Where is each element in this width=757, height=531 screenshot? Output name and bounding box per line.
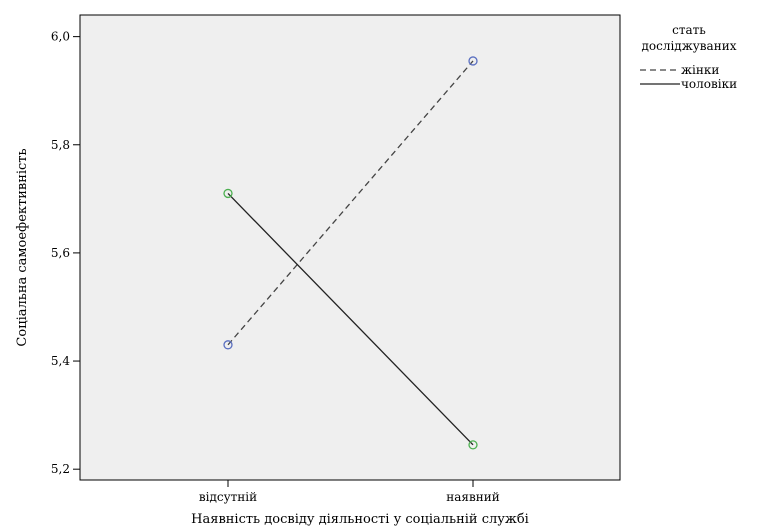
series-layer — [223, 56, 478, 450]
x-tick-label: наявний — [446, 490, 499, 504]
data-point — [468, 440, 478, 450]
y-tick-label: 5,4 — [51, 354, 70, 368]
legend-label: чоловіки — [681, 77, 737, 91]
legend-label: жінки — [681, 63, 719, 77]
y-tick-label: 5,6 — [51, 246, 70, 260]
data-point — [223, 188, 233, 199]
y-tick-label: 5,8 — [51, 138, 70, 152]
x-axis-title: Наявність досвіду діяльності у соціальні… — [191, 512, 529, 527]
series-line-1 — [227, 192, 474, 446]
y-tick-label: 6,0 — [51, 30, 70, 44]
data-point — [223, 340, 233, 350]
x-axis: відсутній наявний — [199, 480, 500, 504]
legend-title-line1: стать — [672, 23, 706, 37]
y-axis-title: Соціальна самоефективність — [15, 148, 30, 346]
series-line-0 — [227, 60, 474, 346]
y-tick-label: 5,2 — [51, 462, 70, 476]
plot-area — [79, 14, 621, 481]
x-tick-label: відсутній — [199, 490, 257, 504]
y-axis: 6,0 5,8 5,6 5,4 5,2 — [51, 30, 80, 476]
legend-title-line2: досліджуваних — [642, 39, 737, 53]
data-point — [468, 56, 478, 66]
